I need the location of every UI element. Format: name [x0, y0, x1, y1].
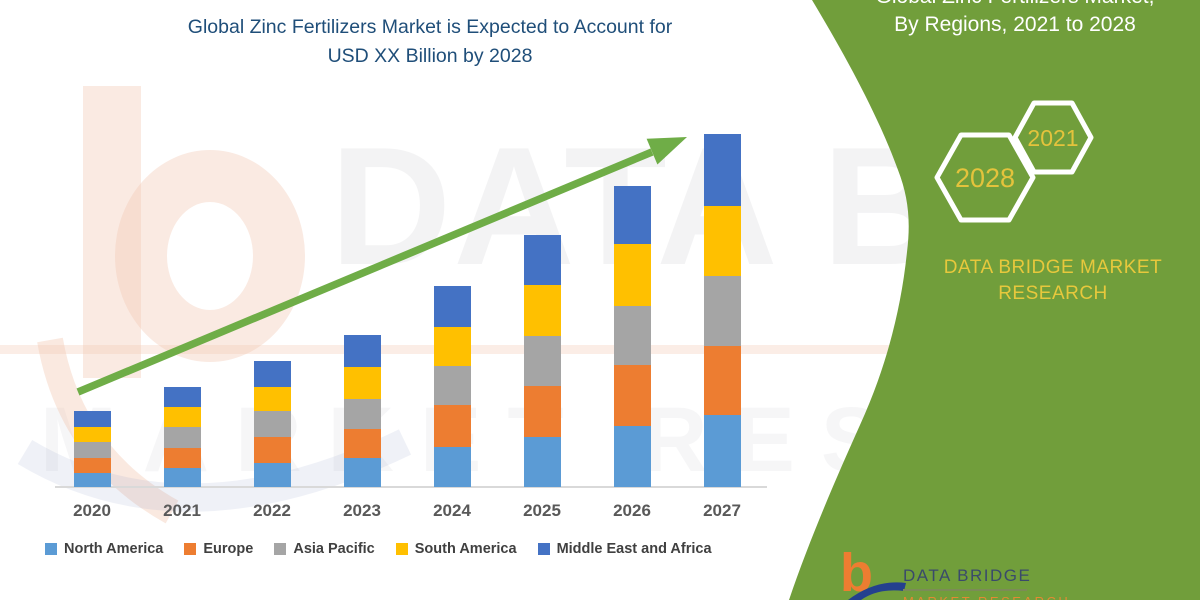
- legend-item-europe: Europe: [184, 541, 253, 557]
- stacked-bar-2024: [433, 286, 471, 487]
- logo-name: DATA BRIDGE: [903, 566, 1032, 585]
- hexagon-2021-label: 2021: [1027, 125, 1078, 151]
- stacked-bar-2021: [163, 387, 201, 487]
- stacked-bar-2026: [613, 186, 651, 487]
- bar-segment-north-america: [613, 426, 651, 487]
- legend-item-north-america: North America: [45, 541, 163, 557]
- legend-swatch: [395, 543, 408, 555]
- sidebar-title: Global Zinc Fertilizers Market, By Regio…: [830, 0, 1200, 39]
- bar-segment-middle-east-and-africa: [523, 235, 561, 285]
- sidebar-title-line2: By Regions, 2021 to 2028: [894, 13, 1136, 36]
- bar-segment-asia-pacific: [433, 366, 471, 405]
- stacked-bar-2022: [253, 361, 291, 487]
- bar-segment-europe: [163, 448, 201, 468]
- bar-segment-middle-east-and-africa: [253, 361, 291, 387]
- logo-underline: [903, 589, 1027, 591]
- bar-segment-south-america: [343, 367, 381, 399]
- bar-segment-south-america: [433, 327, 471, 366]
- x-axis-label-2020: 2020: [73, 501, 111, 520]
- x-axis-label-2025: 2025: [523, 501, 561, 520]
- bar-segment-asia-pacific: [343, 399, 381, 429]
- bar-segment-north-america: [433, 447, 471, 487]
- legend-swatch: [45, 543, 57, 555]
- sidebar-title-line1: Global Zinc Fertilizers Market,: [830, 0, 1200, 11]
- x-axis-label-2021: 2021: [163, 501, 201, 520]
- trend-arrow-head: [646, 137, 687, 165]
- x-axis-label-2026: 2026: [613, 501, 651, 520]
- bar-segment-north-america: [703, 415, 741, 487]
- legend-label: Asia Pacific: [293, 541, 375, 557]
- hexagon-2028: [934, 132, 1036, 223]
- bar-segment-south-america: [163, 407, 201, 427]
- bar-segment-asia-pacific: [163, 427, 201, 448]
- sidebar-green-polygon: [789, 0, 1200, 600]
- bar-segment-asia-pacific: [73, 442, 111, 458]
- bar-segment-middle-east-and-africa: [73, 411, 111, 427]
- legend-item-asia-pacific: Asia Pacific: [274, 541, 375, 557]
- bar-segment-asia-pacific: [703, 276, 741, 346]
- legend-swatch: [184, 543, 197, 555]
- bar-segment-europe: [703, 346, 741, 415]
- bar-segment-europe: [343, 429, 381, 458]
- legend-item-south-america: South America: [395, 541, 517, 557]
- bar-segment-europe: [73, 458, 111, 473]
- bar-segment-north-america: [523, 437, 561, 487]
- bar-segment-asia-pacific: [613, 306, 651, 365]
- bar-segment-middle-east-and-africa: [433, 286, 471, 327]
- org-name-line2: RESEARCH: [998, 283, 1108, 304]
- bar-segment-south-america: [73, 427, 111, 442]
- bar-segment-middle-east-and-africa: [163, 387, 201, 407]
- bar-segment-europe: [523, 386, 561, 437]
- trend-arrow-line: [76, 148, 654, 396]
- bar-segment-north-america: [163, 468, 201, 487]
- x-axis-label-2027: 2027: [703, 501, 741, 520]
- legend-swatch: [537, 543, 550, 555]
- chart-title-line1: Global Zinc Fertilizers Market is Expect…: [187, 16, 673, 38]
- bar-segment-asia-pacific: [253, 411, 291, 437]
- legend-swatch: [274, 543, 287, 555]
- hexagon-2028-label: 2028: [955, 163, 1015, 193]
- stacked-bar-2023: [343, 335, 381, 487]
- legend-item-middle-east-and-africa: Middle East and Africa: [537, 541, 712, 557]
- chart-legend: North America Europe Asia Pacific South Ame…: [45, 541, 712, 557]
- logo-subtitle: MARKET RESEARCH: [903, 594, 1070, 600]
- logo-swoosh-shape: [848, 582, 906, 600]
- chart-title-line2: USD XX Billion by 2028: [327, 45, 533, 67]
- x-axis-label-2022: 2022: [253, 501, 291, 520]
- stacked-bar-2025: [523, 235, 561, 487]
- bar-segment-europe: [433, 405, 471, 447]
- org-name: DATA BRIDGE MARKET RESEARCH: [906, 255, 1200, 307]
- org-name-line1: DATA BRIDGE MARKET: [943, 257, 1163, 278]
- bar-segment-middle-east-and-africa: [703, 134, 741, 206]
- legend-label: South America: [414, 541, 517, 557]
- bar-segment-north-america: [343, 458, 381, 487]
- x-axis-label-2024: 2024: [433, 501, 471, 520]
- bar-segment-middle-east-and-africa: [613, 186, 651, 244]
- stacked-bar-2020: [73, 411, 111, 487]
- hexagon-2021: [1012, 100, 1094, 175]
- x-axis-label-2023: 2023: [343, 501, 381, 520]
- bar-segment-south-america: [613, 244, 651, 306]
- bar-segment-south-america: [253, 387, 291, 411]
- bar-segment-europe: [613, 365, 651, 426]
- bar-segment-south-america: [703, 206, 741, 276]
- legend-label: North America: [64, 541, 164, 557]
- bar-segment-north-america: [253, 463, 291, 487]
- legend-label: Middle East and Africa: [556, 541, 712, 557]
- stacked-bar-2027: [703, 134, 741, 487]
- chart-title: Global Zinc Fertilizers Market is Expect…: [30, 13, 830, 71]
- bar-segment-middle-east-and-africa: [343, 335, 381, 367]
- bar-segment-north-america: [73, 473, 111, 487]
- legend-label: Europe: [203, 541, 254, 557]
- x-axis-line: [55, 486, 767, 488]
- bar-segment-europe: [253, 437, 291, 463]
- bar-segment-asia-pacific: [523, 336, 561, 386]
- bar-segment-south-america: [523, 285, 561, 336]
